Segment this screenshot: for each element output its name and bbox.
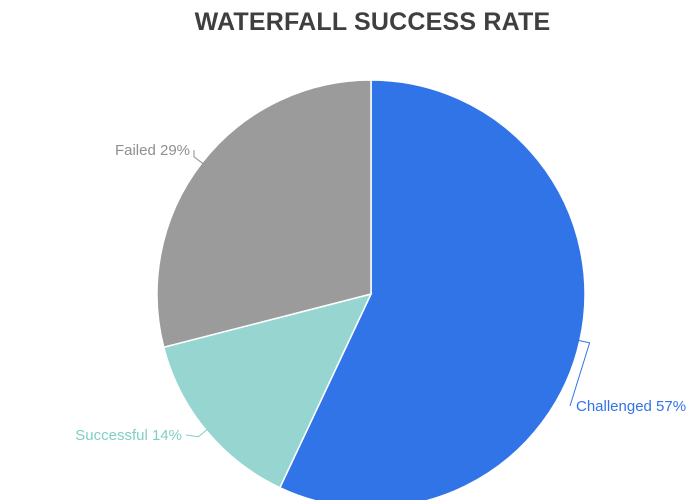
slice-label-failed: Failed 29%	[115, 142, 190, 159]
slice-label-successful: Successful 14%	[75, 427, 182, 444]
leader-line-challenged	[569, 339, 591, 407]
leader-line-successful	[185, 428, 208, 438]
chart-title: WATERFALL SUCCESS RATE	[194, 8, 551, 36]
leader-line-failed	[193, 149, 204, 165]
slice-label-challenged: Challenged 57%	[576, 398, 686, 415]
